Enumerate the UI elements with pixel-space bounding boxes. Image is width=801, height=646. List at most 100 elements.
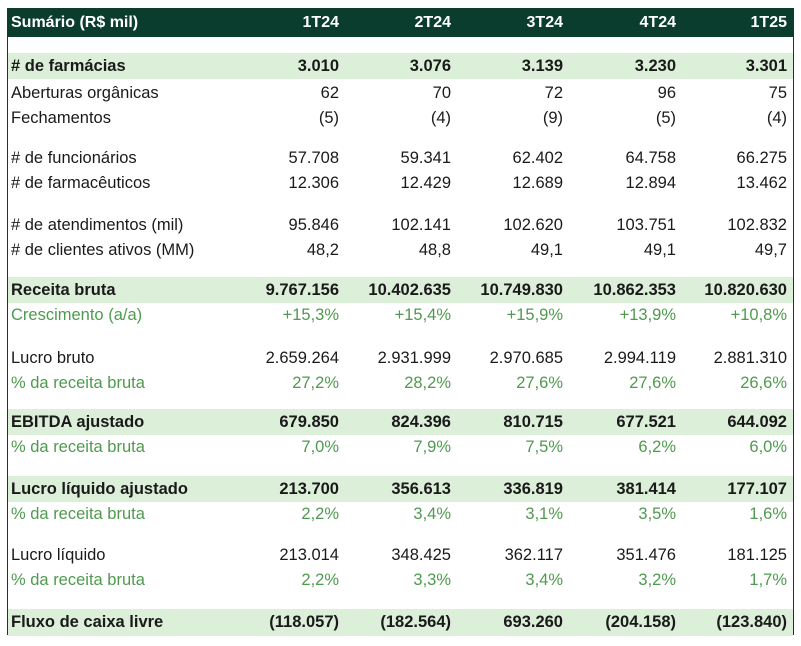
table-row: Fechamentos (5) (4) (9) (5) (4) bbox=[8, 105, 793, 131]
row-value: 103.751 bbox=[616, 215, 676, 234]
table-row: Lucro líquido 213.014 348.425 362.117 351.47… bbox=[8, 542, 793, 568]
row-value: 102.141 bbox=[391, 215, 451, 234]
row-value: 3.076 bbox=[409, 56, 451, 75]
row-value: 3,1% bbox=[525, 504, 563, 523]
row-value: (9) bbox=[542, 108, 563, 127]
table-row: # de funcionários 57.708 59.341 62.402 64.75… bbox=[8, 145, 793, 171]
row-label: # de farmacêuticos bbox=[11, 173, 151, 192]
row-value: 28,2% bbox=[404, 373, 451, 392]
row-value: 3.010 bbox=[297, 56, 339, 75]
row-value: 48,8 bbox=[418, 240, 451, 259]
row-value: 6,0% bbox=[749, 437, 787, 456]
row-value: 1,7% bbox=[749, 570, 787, 589]
row-value: (4) bbox=[766, 108, 787, 127]
row-value: 3.139 bbox=[521, 56, 563, 75]
row-value: 49,7 bbox=[754, 240, 787, 259]
row-label: Fluxo de caixa livre bbox=[11, 613, 164, 631]
row-value: 62.402 bbox=[512, 148, 563, 167]
row-value: 10.820.630 bbox=[704, 280, 787, 299]
row-label: % da receita bruta bbox=[11, 437, 145, 456]
row-label: # de farmácias bbox=[11, 56, 126, 75]
row-value: 3.301 bbox=[745, 56, 787, 75]
row-value: (5) bbox=[318, 108, 339, 127]
row-label: Lucro líquido ajustado bbox=[11, 479, 188, 498]
row-value: 2.970.685 bbox=[489, 348, 563, 367]
row-value: 49,1 bbox=[530, 240, 563, 259]
table-row: Crescimento (a/a) +15,3% +15,4% +15,9% +13,9… bbox=[8, 302, 793, 328]
row-value: 693.260 bbox=[503, 613, 563, 631]
row-value: 102.620 bbox=[503, 215, 563, 234]
row-value: 6,2% bbox=[638, 437, 676, 456]
row-value: 10.862.353 bbox=[593, 280, 676, 299]
table-row: Receita bruta 9.767.156 10.402.635 10.749.8… bbox=[8, 277, 793, 303]
row-value: 7,0% bbox=[301, 437, 339, 456]
row-value: 362.117 bbox=[504, 545, 563, 564]
row-value: +15,4% bbox=[394, 305, 451, 324]
table-row: % da receita bruta 7,0% 7,9% 7,5% 6,2% 6,0% bbox=[8, 434, 793, 460]
row-value: (4) bbox=[430, 108, 451, 127]
row-value: 679.850 bbox=[279, 412, 339, 431]
table-row: Lucro líquido ajustado 213.700 356.613 336.… bbox=[8, 476, 793, 502]
table-row: EBITDA ajustado 679.850 824.396 810.715 677.… bbox=[8, 409, 793, 435]
row-label: % da receita bruta bbox=[11, 373, 145, 392]
row-value: 2.931.999 bbox=[377, 348, 451, 367]
row-value: 356.613 bbox=[391, 479, 451, 498]
table-row: # de atendimentos (mil) 95.846 102.141 102.… bbox=[8, 212, 793, 238]
row-label: Aberturas orgânicas bbox=[11, 83, 159, 102]
row-value: 10.402.635 bbox=[368, 280, 451, 299]
row-value: 49,1 bbox=[643, 240, 676, 259]
row-label: Lucro líquido bbox=[11, 545, 106, 564]
row-value: 3,2% bbox=[638, 570, 676, 589]
row-value: 381.414 bbox=[616, 479, 676, 498]
table-row: % da receita bruta 27,2% 28,2% 27,6% 27,6% 26… bbox=[8, 370, 793, 396]
row-value: 59.341 bbox=[400, 148, 451, 167]
summary-table: Sumário (R$ mil) 1T24 2T24 3T24 4T24 1T2… bbox=[7, 8, 794, 636]
table-row: Fluxo de caixa livre (118.057) (182.564) 69… bbox=[8, 609, 793, 636]
row-value: 9.767.156 bbox=[265, 280, 339, 299]
header-period: 1T24 bbox=[302, 14, 339, 31]
row-value: (5) bbox=[655, 108, 676, 127]
table-header: Sumário (R$ mil) 1T24 2T24 3T24 4T24 1T2… bbox=[8, 9, 793, 37]
row-value: 12.689 bbox=[512, 173, 563, 192]
row-value: 213.014 bbox=[279, 545, 339, 564]
row-label: # de clientes ativos (MM) bbox=[11, 240, 195, 259]
row-label: # de atendimentos (mil) bbox=[11, 215, 184, 234]
row-value: +15,3% bbox=[282, 305, 339, 324]
row-value: (123.840) bbox=[716, 613, 787, 631]
row-value: 62 bbox=[320, 83, 339, 102]
row-value: 348.425 bbox=[391, 545, 451, 564]
table-row: # de farmácias 3.010 3.076 3.139 3.230 3.301 bbox=[8, 53, 793, 79]
header-period: 1T25 bbox=[750, 14, 787, 31]
row-value: 3.230 bbox=[634, 56, 676, 75]
row-value: (204.158) bbox=[605, 613, 676, 631]
header-period: 4T24 bbox=[639, 14, 676, 31]
row-value: 3,5% bbox=[638, 504, 676, 523]
row-value: 824.396 bbox=[391, 412, 451, 431]
table-row: % da receita bruta 2,2% 3,3% 3,4% 3,2% 1,7% bbox=[8, 567, 793, 593]
row-value: 3,4% bbox=[413, 504, 451, 523]
row-value: 95.846 bbox=[288, 215, 339, 234]
row-value: 12.429 bbox=[400, 173, 451, 192]
row-value: 10.749.830 bbox=[480, 280, 563, 299]
table-row: Lucro bruto 2.659.264 2.931.999 2.970.685 2.… bbox=[8, 345, 793, 371]
row-value: (118.057) bbox=[269, 613, 339, 631]
table-row: % da receita bruta 2,2% 3,4% 3,1% 3,5% 1,6% bbox=[8, 501, 793, 527]
row-label: Receita bruta bbox=[11, 280, 116, 299]
row-label: # de funcionários bbox=[11, 148, 137, 167]
row-value: 66.275 bbox=[736, 148, 787, 167]
row-value: +13,9% bbox=[619, 305, 676, 324]
row-value: 177.107 bbox=[727, 479, 787, 498]
row-value: 1,6% bbox=[749, 504, 787, 523]
row-value: 13.462 bbox=[736, 173, 787, 192]
table-row: Aberturas orgânicas 62 70 72 96 75 bbox=[8, 80, 793, 106]
row-value: 181.125 bbox=[727, 545, 787, 564]
row-value: 57.708 bbox=[288, 148, 339, 167]
table-row: # de clientes ativos (MM) 48,2 48,8 49,1 49,… bbox=[8, 237, 793, 263]
row-value: 64.758 bbox=[625, 148, 676, 167]
row-label: % da receita bruta bbox=[11, 504, 145, 523]
row-value: 26,6% bbox=[740, 373, 787, 392]
row-value: +10,8% bbox=[730, 305, 787, 324]
row-value: 7,5% bbox=[525, 437, 563, 456]
header-period: 3T24 bbox=[526, 14, 563, 31]
row-value: 27,2% bbox=[292, 373, 339, 392]
